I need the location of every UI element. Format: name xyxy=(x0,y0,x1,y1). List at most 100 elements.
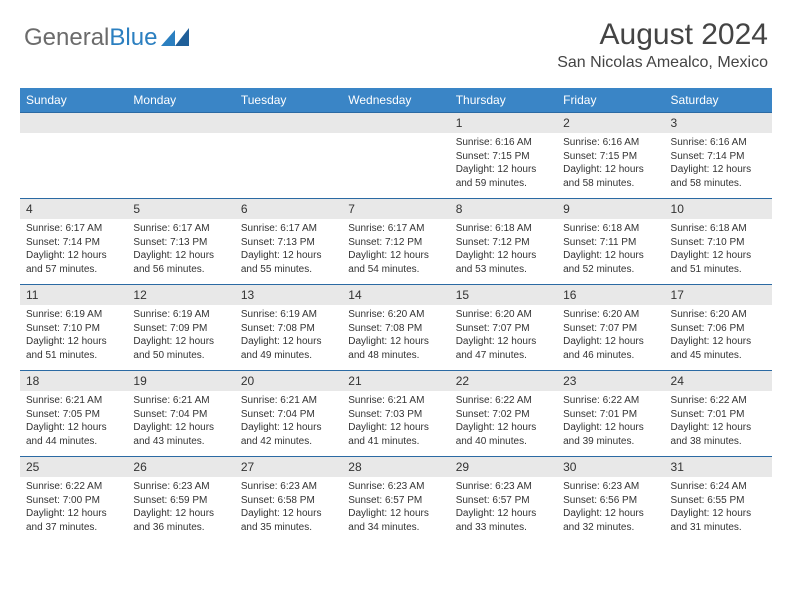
day-details: Sunrise: 6:20 AMSunset: 7:08 PMDaylight:… xyxy=(342,305,449,366)
daylight-line: Daylight: 12 hours and 55 minutes. xyxy=(241,250,322,275)
daylight-line: Daylight: 12 hours and 40 minutes. xyxy=(456,422,537,447)
daylight-line: Daylight: 12 hours and 31 minutes. xyxy=(671,508,752,533)
sunset-line: Sunset: 7:14 PM xyxy=(26,237,100,248)
daylight-line: Daylight: 12 hours and 54 minutes. xyxy=(348,250,429,275)
sunrise-line: Sunrise: 6:18 AM xyxy=(671,223,747,234)
sunrise-line: Sunrise: 6:19 AM xyxy=(241,309,317,320)
day-number: 12 xyxy=(127,285,234,305)
calendar-cell: 16Sunrise: 6:20 AMSunset: 7:07 PMDayligh… xyxy=(557,285,664,371)
day-number: 21 xyxy=(342,371,449,391)
daylight-line: Daylight: 12 hours and 47 minutes. xyxy=(456,336,537,361)
sunrise-line: Sunrise: 6:19 AM xyxy=(26,309,102,320)
calendar-row: 25Sunrise: 6:22 AMSunset: 7:00 PMDayligh… xyxy=(20,457,772,543)
day-number: 19 xyxy=(127,371,234,391)
sunset-line: Sunset: 6:57 PM xyxy=(456,495,530,506)
sunset-line: Sunset: 6:58 PM xyxy=(241,495,315,506)
sunrise-line: Sunrise: 6:23 AM xyxy=(348,481,424,492)
calendar-cell xyxy=(342,113,449,199)
daylight-line: Daylight: 12 hours and 52 minutes. xyxy=(563,250,644,275)
sunset-line: Sunset: 6:59 PM xyxy=(133,495,207,506)
brand-mark-icon xyxy=(161,26,189,51)
weekday-header: Wednesday xyxy=(342,88,449,113)
day-details: Sunrise: 6:23 AMSunset: 6:59 PMDaylight:… xyxy=(127,477,234,538)
sunset-line: Sunset: 7:02 PM xyxy=(456,409,530,420)
daylight-line: Daylight: 12 hours and 49 minutes. xyxy=(241,336,322,361)
month-title: August 2024 xyxy=(557,18,768,52)
daylight-line: Daylight: 12 hours and 57 minutes. xyxy=(26,250,107,275)
day-number: 28 xyxy=(342,457,449,477)
calendar-cell: 20Sunrise: 6:21 AMSunset: 7:04 PMDayligh… xyxy=(235,371,342,457)
day-details: Sunrise: 6:21 AMSunset: 7:04 PMDaylight:… xyxy=(127,391,234,452)
sunrise-line: Sunrise: 6:23 AM xyxy=(133,481,209,492)
sunrise-line: Sunrise: 6:24 AM xyxy=(671,481,747,492)
day-details: Sunrise: 6:22 AMSunset: 7:02 PMDaylight:… xyxy=(450,391,557,452)
day-number: 13 xyxy=(235,285,342,305)
sunrise-line: Sunrise: 6:20 AM xyxy=(671,309,747,320)
day-details: Sunrise: 6:16 AMSunset: 7:15 PMDaylight:… xyxy=(557,133,664,194)
sunrise-line: Sunrise: 6:22 AM xyxy=(671,395,747,406)
calendar-cell: 27Sunrise: 6:23 AMSunset: 6:58 PMDayligh… xyxy=(235,457,342,543)
calendar-cell: 21Sunrise: 6:21 AMSunset: 7:03 PMDayligh… xyxy=(342,371,449,457)
sunrise-line: Sunrise: 6:22 AM xyxy=(563,395,639,406)
sunrise-line: Sunrise: 6:19 AM xyxy=(133,309,209,320)
sunrise-line: Sunrise: 6:20 AM xyxy=(348,309,424,320)
sunrise-line: Sunrise: 6:21 AM xyxy=(133,395,209,406)
daylight-line: Daylight: 12 hours and 50 minutes. xyxy=(133,336,214,361)
sunrise-line: Sunrise: 6:22 AM xyxy=(26,481,102,492)
calendar-cell xyxy=(20,113,127,199)
day-number: 29 xyxy=(450,457,557,477)
calendar-cell: 15Sunrise: 6:20 AMSunset: 7:07 PMDayligh… xyxy=(450,285,557,371)
day-number xyxy=(20,113,127,133)
sunset-line: Sunset: 7:08 PM xyxy=(241,323,315,334)
day-number: 23 xyxy=(557,371,664,391)
sunrise-line: Sunrise: 6:21 AM xyxy=(241,395,317,406)
day-details: Sunrise: 6:18 AMSunset: 7:12 PMDaylight:… xyxy=(450,219,557,280)
day-details: Sunrise: 6:23 AMSunset: 6:56 PMDaylight:… xyxy=(557,477,664,538)
day-number: 31 xyxy=(665,457,772,477)
day-number: 18 xyxy=(20,371,127,391)
sunset-line: Sunset: 7:04 PM xyxy=(133,409,207,420)
sunset-line: Sunset: 7:15 PM xyxy=(563,151,637,162)
day-number: 30 xyxy=(557,457,664,477)
location-subtitle: San Nicolas Amealco, Mexico xyxy=(557,54,768,72)
day-details: Sunrise: 6:23 AMSunset: 6:58 PMDaylight:… xyxy=(235,477,342,538)
day-number xyxy=(127,113,234,133)
calendar-row: 18Sunrise: 6:21 AMSunset: 7:05 PMDayligh… xyxy=(20,371,772,457)
sunrise-line: Sunrise: 6:20 AM xyxy=(456,309,532,320)
daylight-line: Daylight: 12 hours and 46 minutes. xyxy=(563,336,644,361)
sunset-line: Sunset: 7:14 PM xyxy=(671,151,745,162)
brand-name-gray: General xyxy=(24,24,109,51)
day-number: 2 xyxy=(557,113,664,133)
sunrise-line: Sunrise: 6:17 AM xyxy=(348,223,424,234)
day-details: Sunrise: 6:21 AMSunset: 7:05 PMDaylight:… xyxy=(20,391,127,452)
calendar-cell: 11Sunrise: 6:19 AMSunset: 7:10 PMDayligh… xyxy=(20,285,127,371)
calendar-cell: 23Sunrise: 6:22 AMSunset: 7:01 PMDayligh… xyxy=(557,371,664,457)
sunrise-line: Sunrise: 6:16 AM xyxy=(563,137,639,148)
title-block: August 2024 San Nicolas Amealco, Mexico xyxy=(557,18,768,72)
daylight-line: Daylight: 12 hours and 42 minutes. xyxy=(241,422,322,447)
calendar-cell: 19Sunrise: 6:21 AMSunset: 7:04 PMDayligh… xyxy=(127,371,234,457)
day-details: Sunrise: 6:18 AMSunset: 7:11 PMDaylight:… xyxy=(557,219,664,280)
day-number: 22 xyxy=(450,371,557,391)
day-details: Sunrise: 6:19 AMSunset: 7:09 PMDaylight:… xyxy=(127,305,234,366)
sunset-line: Sunset: 7:01 PM xyxy=(563,409,637,420)
day-details: Sunrise: 6:23 AMSunset: 6:57 PMDaylight:… xyxy=(342,477,449,538)
sunset-line: Sunset: 7:13 PM xyxy=(241,237,315,248)
calendar-cell: 24Sunrise: 6:22 AMSunset: 7:01 PMDayligh… xyxy=(665,371,772,457)
day-details xyxy=(342,133,449,193)
calendar-cell: 5Sunrise: 6:17 AMSunset: 7:13 PMDaylight… xyxy=(127,199,234,285)
daylight-line: Daylight: 12 hours and 59 minutes. xyxy=(456,164,537,189)
weekday-header: Tuesday xyxy=(235,88,342,113)
day-number: 20 xyxy=(235,371,342,391)
day-details: Sunrise: 6:22 AMSunset: 7:01 PMDaylight:… xyxy=(665,391,772,452)
calendar-cell: 25Sunrise: 6:22 AMSunset: 7:00 PMDayligh… xyxy=(20,457,127,543)
sunrise-line: Sunrise: 6:23 AM xyxy=(563,481,639,492)
daylight-line: Daylight: 12 hours and 48 minutes. xyxy=(348,336,429,361)
calendar-cell: 30Sunrise: 6:23 AMSunset: 6:56 PMDayligh… xyxy=(557,457,664,543)
daylight-line: Daylight: 12 hours and 32 minutes. xyxy=(563,508,644,533)
sunset-line: Sunset: 7:00 PM xyxy=(26,495,100,506)
day-details xyxy=(20,133,127,193)
day-number: 3 xyxy=(665,113,772,133)
daylight-line: Daylight: 12 hours and 41 minutes. xyxy=(348,422,429,447)
calendar-cell: 29Sunrise: 6:23 AMSunset: 6:57 PMDayligh… xyxy=(450,457,557,543)
